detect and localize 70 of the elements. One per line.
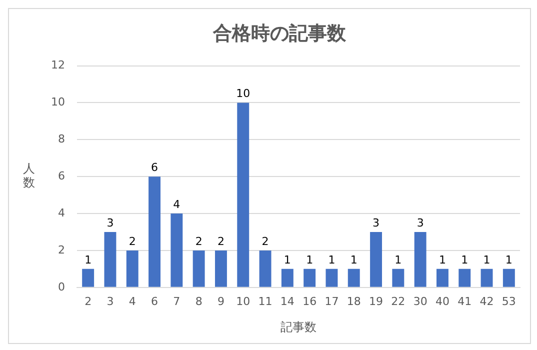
bar [126,250,138,287]
data-label: 2 [262,234,269,248]
y-tick-label: 6 [58,169,65,182]
y-tick-label: 8 [58,132,65,146]
x-tick-label: 8 [195,294,202,308]
y-tick-label: 10 [50,96,65,109]
data-label: 1 [438,253,446,266]
x-tick-label: 14 [280,294,294,308]
x-tick-label: 18 [346,294,361,308]
bar [480,268,493,287]
data-label: 3 [416,216,424,230]
bar [304,268,316,287]
bar [392,268,404,287]
y-tick-label: 12 [50,58,65,72]
x-axis-title: 記事数 [280,320,316,334]
data-label: 4 [173,198,180,211]
x-tick-label: 6 [151,294,158,308]
data-label: 1 [505,253,512,266]
data-label: 1 [328,253,336,266]
x-tick-label: 16 [302,294,317,308]
chart-title: 合格時の記事数 [212,22,347,44]
bar [259,250,272,287]
x-tick-label: 11 [258,294,272,308]
x-tick-label: 41 [458,294,472,308]
bar [104,232,116,287]
bar [192,250,205,287]
bar [326,268,338,287]
x-tick-label: 2 [84,294,92,308]
x-tick-label: 30 [413,294,428,308]
data-label: 1 [306,253,314,266]
x-tick-label: 17 [324,294,339,308]
bar [436,268,448,287]
data-label: 3 [372,216,380,230]
bar [170,214,183,287]
x-tick-label: 22 [391,294,406,308]
bar [214,250,227,287]
data-label: 2 [217,234,224,248]
y-tick-label: 2 [58,243,65,256]
y-tick-label: 4 [58,206,65,220]
bar [281,268,294,287]
x-tick-label: 3 [106,294,114,308]
x-tick-label: 9 [217,294,224,308]
y-axis-title: 人数 [23,162,35,190]
y-tick-label: 0 [58,280,65,294]
data-label: 1 [483,253,490,266]
data-label: 3 [106,216,114,230]
bar [414,232,426,287]
data-label: 2 [128,234,136,248]
data-label: 1 [461,253,468,266]
bar [348,268,360,287]
x-tick-label: 42 [480,294,494,308]
x-tick-label: 7 [173,294,180,308]
data-label: 1 [350,253,358,266]
bar [502,268,515,287]
x-tick-label: 53 [502,294,516,308]
x-tick-label: 10 [236,294,250,308]
data-label: 2 [195,234,202,248]
bar [148,176,161,287]
x-tick-label: 40 [435,294,450,308]
data-label: 10 [236,87,250,100]
data-label: 6 [151,160,158,174]
x-tick-label: 19 [369,294,384,308]
data-label: 1 [284,253,291,266]
data-label: 1 [84,253,92,266]
bar [82,268,94,287]
bar [237,102,250,287]
bar [370,232,382,287]
data-label: 1 [394,253,402,266]
x-tick-label: 4 [128,294,136,308]
bar [458,268,471,287]
